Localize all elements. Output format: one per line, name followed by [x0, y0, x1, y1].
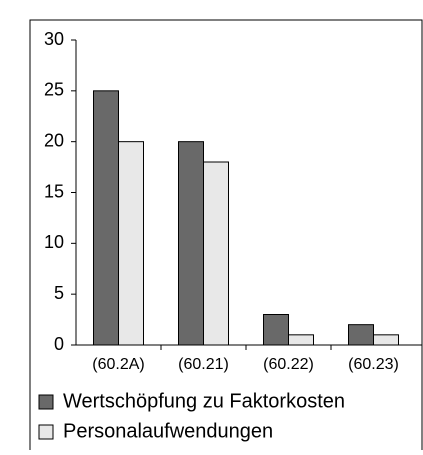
x-tick-label: (60.21) — [178, 356, 229, 373]
chart-frame — [29, 19, 423, 455]
y-tick-label: 5 — [54, 283, 64, 303]
legend-label: Personalaufwendungen — [63, 420, 273, 442]
legend-swatch — [38, 424, 54, 440]
y-tick-label: 25 — [44, 80, 64, 100]
y-tick-label: 30 — [44, 29, 64, 49]
x-tick-label: (60.2A) — [92, 356, 144, 373]
bar — [373, 334, 399, 346]
bar — [288, 334, 314, 346]
bar — [93, 90, 119, 346]
bar — [178, 141, 204, 346]
legend-label: Wertschöpfung zu Faktorkosten — [63, 390, 345, 412]
bar — [203, 161, 229, 346]
bar — [348, 324, 374, 346]
y-tick-label: 0 — [54, 334, 64, 354]
y-tick-label: 20 — [44, 130, 64, 150]
y-tick-label: 10 — [44, 232, 64, 252]
bar — [263, 314, 289, 346]
y-tick-label: 15 — [44, 181, 64, 201]
x-tick-label: (60.22) — [263, 356, 314, 373]
x-tick-label: (60.23) — [348, 356, 399, 373]
bar — [118, 141, 144, 346]
legend-swatch — [38, 394, 54, 410]
